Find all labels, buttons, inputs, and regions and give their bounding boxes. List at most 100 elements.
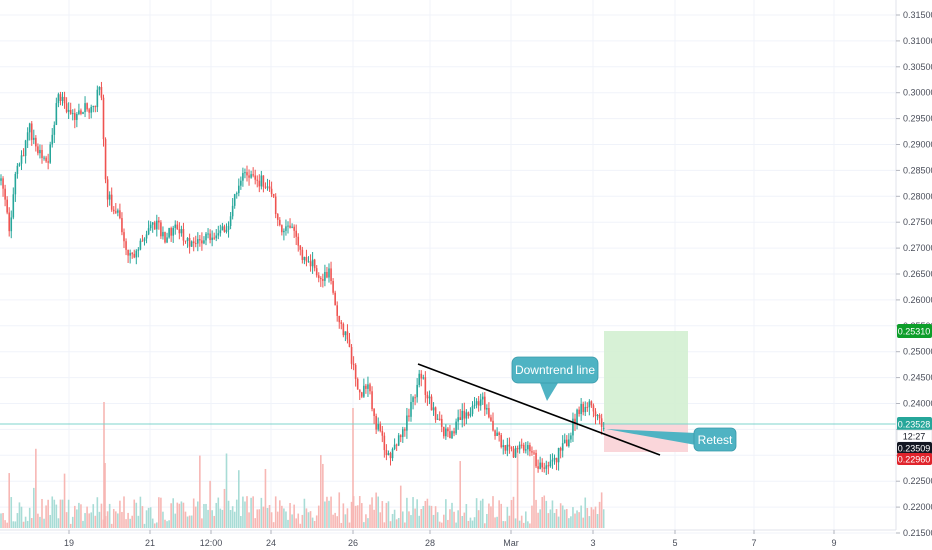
candle-body bbox=[568, 439, 570, 447]
candle-body bbox=[2, 178, 4, 189]
candle-body bbox=[344, 331, 347, 336]
volume-bar bbox=[96, 497, 99, 528]
candle-body bbox=[221, 226, 224, 231]
volume-bar bbox=[100, 503, 103, 528]
volume-bar bbox=[88, 513, 90, 528]
volume-bar bbox=[127, 512, 129, 528]
candle-body bbox=[522, 444, 525, 451]
time-axis[interactable]: 19 21 12:00 24 26 28 Mar 3 5 7 9 bbox=[64, 530, 837, 548]
countdown-tag: 12:27 bbox=[896, 429, 932, 443]
candle-body bbox=[502, 445, 505, 448]
volume-bar bbox=[45, 505, 47, 528]
volume-bar bbox=[254, 518, 256, 528]
candle-body bbox=[20, 155, 23, 164]
volume-bar bbox=[535, 499, 537, 528]
volume-bar bbox=[57, 518, 60, 528]
volume-bar bbox=[10, 497, 13, 528]
volume-bar bbox=[215, 502, 218, 528]
candle-body bbox=[471, 405, 474, 414]
candle-body bbox=[67, 109, 70, 112]
volume-bar bbox=[203, 504, 205, 528]
candle-body bbox=[135, 250, 138, 258]
volume-bar bbox=[563, 509, 566, 528]
candle-body bbox=[76, 114, 78, 120]
candle-body bbox=[229, 216, 232, 226]
volume-bar bbox=[549, 509, 552, 528]
candle-body bbox=[535, 452, 537, 467]
volume-bar bbox=[598, 501, 601, 528]
volume-bar bbox=[576, 510, 578, 528]
volume-bar bbox=[334, 512, 336, 528]
candle-body bbox=[33, 137, 35, 140]
entry-price-tag: 0.23509 bbox=[897, 442, 932, 454]
candle-body bbox=[334, 292, 336, 306]
candle-body bbox=[86, 103, 88, 110]
candle-body bbox=[283, 230, 285, 233]
volume-bar bbox=[350, 501, 353, 528]
volume-bar bbox=[453, 511, 455, 528]
x-tick-label: 12:00 bbox=[200, 538, 223, 548]
retest-callout[interactable]: Retest bbox=[606, 427, 737, 452]
volume-bar bbox=[256, 509, 259, 528]
volume-bar bbox=[274, 496, 277, 528]
volume-bar bbox=[285, 511, 287, 528]
volume-bar bbox=[16, 513, 19, 528]
candle-body bbox=[213, 237, 215, 239]
volume-bar bbox=[18, 502, 21, 528]
candle-body bbox=[307, 261, 310, 263]
candle-body bbox=[500, 435, 502, 448]
volume-bar bbox=[322, 463, 324, 528]
candle-body bbox=[324, 271, 326, 281]
volume-bar bbox=[320, 455, 322, 528]
volume-bar bbox=[4, 520, 6, 528]
volume-bar bbox=[395, 519, 398, 528]
target-zone[interactable] bbox=[604, 331, 688, 424]
volume-bar bbox=[63, 473, 66, 528]
candle-body bbox=[393, 444, 396, 449]
candle-body bbox=[260, 175, 263, 187]
candle-body bbox=[588, 401, 591, 408]
candle-body bbox=[342, 324, 345, 336]
candle-body bbox=[590, 401, 593, 406]
candle-body bbox=[328, 268, 330, 278]
volume-bar bbox=[418, 515, 420, 528]
candle-body bbox=[557, 447, 560, 463]
candle-body bbox=[473, 404, 476, 406]
candle-body bbox=[127, 249, 129, 256]
candle-body bbox=[582, 403, 584, 413]
volume-bar bbox=[281, 505, 283, 528]
candle-body bbox=[219, 230, 222, 234]
candle-body bbox=[129, 253, 131, 256]
candle-body bbox=[465, 412, 468, 419]
volume-bar bbox=[566, 508, 568, 528]
candle-body bbox=[375, 416, 377, 430]
candle-body bbox=[512, 448, 515, 458]
target-price-label: 0.25310 bbox=[898, 327, 931, 337]
candle-body bbox=[35, 137, 37, 147]
volume-bar bbox=[582, 517, 584, 528]
candle-body bbox=[123, 232, 125, 242]
candle-body bbox=[330, 268, 332, 282]
volume-bar bbox=[35, 448, 37, 528]
downtrend-line[interactable] bbox=[417, 363, 661, 456]
downtrend-callout[interactable]: Downtrend line bbox=[511, 356, 599, 401]
candle-body bbox=[43, 157, 45, 159]
candle-body bbox=[434, 407, 437, 420]
candle-body bbox=[51, 134, 54, 145]
candle-body bbox=[176, 224, 179, 230]
candle-body bbox=[106, 179, 109, 200]
volume-bar bbox=[186, 516, 189, 528]
candle-body bbox=[102, 97, 105, 140]
volume-bar bbox=[168, 520, 170, 528]
volume-bar bbox=[420, 509, 423, 528]
volume-bar bbox=[447, 519, 449, 528]
volume-bar bbox=[512, 496, 515, 528]
candle-body bbox=[242, 173, 244, 181]
volume-bar bbox=[180, 501, 183, 528]
candle-body bbox=[336, 305, 338, 316]
